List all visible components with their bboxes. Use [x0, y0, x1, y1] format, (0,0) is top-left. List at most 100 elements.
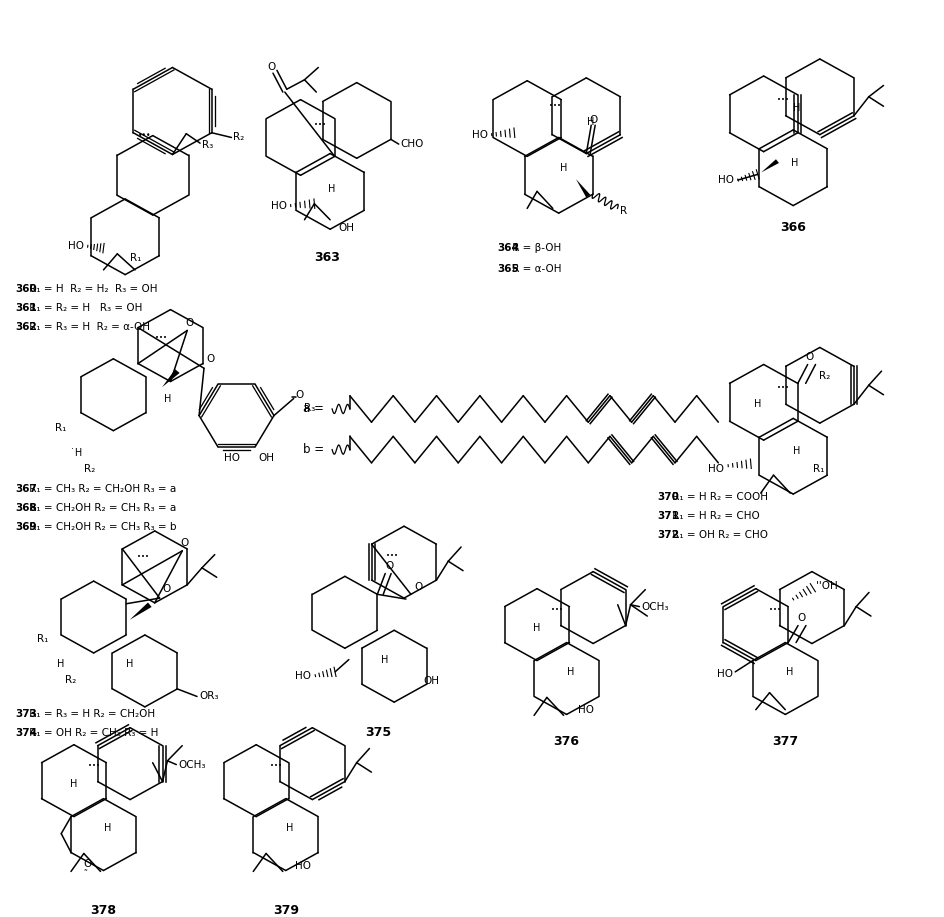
- Text: HO: HO: [707, 463, 723, 473]
- Polygon shape: [162, 370, 179, 387]
- Polygon shape: [575, 179, 590, 197]
- Text: O: O: [206, 354, 214, 364]
- Text: HO: HO: [224, 453, 240, 463]
- Text: b =: b =: [302, 443, 323, 456]
- Text: R₁ = R₃ = H R₂ = CH₂OH: R₁ = R₃ = H R₂ = CH₂OH: [26, 710, 156, 720]
- Text: H: H: [793, 103, 800, 113]
- Text: O: O: [185, 318, 194, 328]
- Text: OCH₃: OCH₃: [178, 759, 206, 769]
- Text: 365: 365: [497, 264, 519, 274]
- Text: 369: 369: [15, 522, 37, 532]
- Text: 370: 370: [656, 492, 679, 502]
- Text: •••: •••: [768, 607, 781, 613]
- Text: 360: 360: [15, 283, 37, 293]
- Text: ˙H: ˙H: [70, 448, 82, 458]
- Text: HO: HO: [68, 241, 84, 251]
- Text: 378: 378: [91, 904, 116, 917]
- Text: 363: 363: [314, 251, 340, 264]
- Text: 374: 374: [15, 728, 37, 738]
- Text: •••: •••: [777, 96, 788, 103]
- Text: O: O: [588, 115, 597, 125]
- Text: O: O: [266, 62, 275, 72]
- Text: O: O: [414, 581, 423, 591]
- Text: H: H: [329, 183, 335, 193]
- Text: •••: •••: [314, 122, 326, 128]
- Text: H: H: [532, 624, 540, 634]
- Text: R₁ = H  R₂ = H₂  R₃ = OH: R₁ = H R₂ = H₂ R₃ = OH: [26, 283, 158, 293]
- Text: O: O: [804, 352, 813, 362]
- Text: O: O: [180, 538, 188, 548]
- Polygon shape: [760, 160, 778, 172]
- Text: R₂: R₂: [84, 463, 95, 473]
- Text: 362: 362: [15, 322, 37, 332]
- Text: OCH₃: OCH₃: [641, 602, 668, 612]
- Text: R₁ = CH₂OH R₂ = CH₃ R₃ = a: R₁ = CH₂OH R₂ = CH₃ R₃ = a: [26, 503, 177, 514]
- Text: •••: •••: [137, 555, 149, 560]
- Text: OH: OH: [258, 453, 274, 463]
- Text: OR₃: OR₃: [199, 691, 218, 702]
- Text: H: H: [70, 779, 77, 790]
- Text: R₁ = H R₂ = COOH: R₁ = H R₂ = COOH: [668, 492, 767, 502]
- Text: HO: HO: [717, 175, 733, 185]
- Text: R = α-OH: R = α-OH: [509, 264, 561, 274]
- Text: R₁: R₁: [37, 634, 48, 644]
- Polygon shape: [129, 602, 151, 620]
- Text: O: O: [162, 583, 171, 593]
- Text: HO: HO: [271, 201, 286, 211]
- Text: R₁ = CH₂OH R₂ = CH₃ R₃ = b: R₁ = CH₂OH R₂ = CH₃ R₃ = b: [26, 522, 177, 532]
- Text: H: H: [753, 399, 761, 409]
- Text: OH: OH: [339, 223, 355, 233]
- Text: H: H: [286, 823, 293, 833]
- Text: 376: 376: [553, 735, 579, 748]
- Text: R₂: R₂: [64, 676, 76, 685]
- Text: O: O: [384, 561, 393, 571]
- Text: 361: 361: [15, 303, 37, 313]
- Text: •••: •••: [88, 764, 99, 769]
- Text: a =: a =: [302, 403, 323, 415]
- Text: 367: 367: [15, 484, 37, 494]
- Text: H: H: [793, 447, 800, 457]
- Text: R = β-OH: R = β-OH: [509, 243, 561, 253]
- Text: H: H: [57, 659, 64, 669]
- Text: HO: HO: [471, 129, 487, 139]
- Text: H: H: [586, 117, 593, 127]
- Text: HO: HO: [716, 668, 733, 679]
- Text: 372: 372: [656, 530, 679, 540]
- Text: 371: 371: [656, 511, 679, 521]
- Text: R₃: R₃: [202, 140, 213, 150]
- Text: HO: HO: [295, 861, 311, 871]
- Text: R₁ = OH R₂ = CHO: R₁ = OH R₂ = CHO: [668, 530, 767, 540]
- Text: OH: OH: [423, 677, 439, 686]
- Text: •••: •••: [138, 131, 151, 140]
- Text: R₁: R₁: [55, 423, 66, 433]
- Text: 366: 366: [780, 221, 805, 234]
- Text: R₁ = H R₂ = CHO: R₁ = H R₂ = CHO: [668, 511, 759, 521]
- Text: 377: 377: [771, 735, 798, 748]
- Text: 379: 379: [273, 904, 298, 917]
- Text: •••: •••: [777, 385, 788, 392]
- Text: H: H: [104, 823, 111, 833]
- Text: R₂: R₂: [233, 132, 244, 142]
- Text: R₃: R₃: [303, 403, 314, 413]
- Text: O: O: [295, 390, 304, 400]
- Text: H: H: [163, 394, 171, 404]
- Text: H: H: [560, 162, 566, 172]
- Text: •••: •••: [155, 335, 166, 341]
- Text: HO: HO: [295, 670, 312, 680]
- Text: H: H: [566, 667, 574, 677]
- Text: ''OH: ''OH: [815, 580, 836, 591]
- Text: 364: 364: [497, 243, 519, 253]
- Text: •••: •••: [386, 553, 397, 558]
- Text: HO: HO: [578, 705, 594, 715]
- Text: CHO: CHO: [400, 139, 424, 149]
- Text: •••: •••: [550, 607, 562, 613]
- Text: R₁ = CH₃ R₂ = CH₂OH R₃ = a: R₁ = CH₃ R₂ = CH₂OH R₃ = a: [26, 484, 177, 494]
- Text: 373: 373: [15, 710, 37, 720]
- Text: 375: 375: [365, 726, 391, 739]
- Text: O: O: [83, 859, 92, 869]
- Text: R₁ = R₃ = H  R₂ = α-OH: R₁ = R₃ = H R₂ = α-OH: [26, 322, 150, 332]
- Text: R₁: R₁: [812, 463, 823, 473]
- Text: H: H: [784, 667, 792, 677]
- Text: R₁ = OH R₂ = CH₃ R₃ = H: R₁ = OH R₂ = CH₃ R₃ = H: [26, 728, 159, 738]
- Text: R: R: [620, 206, 627, 216]
